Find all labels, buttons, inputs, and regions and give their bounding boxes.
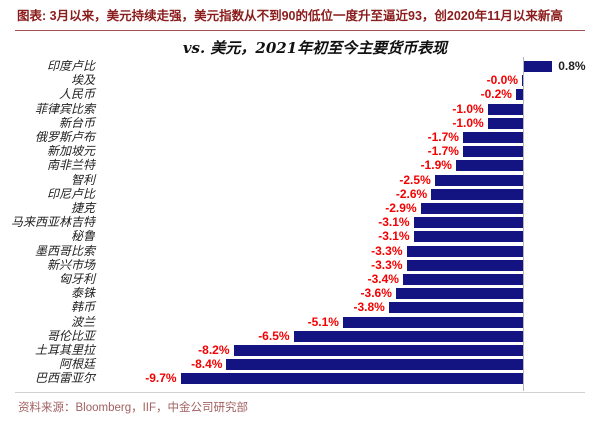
figure-caption: 图表: 3月以来，美元持续走强，美元指数从不到90的低位一度升至逼近93，创20… <box>17 9 563 23</box>
bar-category-label: 匈牙利 <box>58 272 95 286</box>
bar <box>413 231 523 243</box>
value-label: -3.1% <box>378 215 410 230</box>
chart-title: vs. 美元，2021年初至今主要货币表现 <box>182 39 448 57</box>
bar <box>395 288 523 300</box>
bar <box>462 132 523 143</box>
bar <box>515 89 523 101</box>
value-label: -1.7% <box>427 144 459 159</box>
value-label: -8.4% <box>191 357 223 372</box>
bar <box>406 259 523 271</box>
value-label: -1.0% <box>452 101 484 116</box>
value-label: -2.6% <box>395 186 428 201</box>
value-label: -3.3% <box>371 257 403 272</box>
value-label: -3.6% <box>360 286 392 301</box>
value-label: -1.7% <box>427 130 459 144</box>
value-label: -1.0% <box>452 115 484 130</box>
bar <box>406 245 523 257</box>
bar-category-label: 人民币 <box>58 87 95 102</box>
bar <box>180 373 523 385</box>
bar-category-label: 埃及 <box>70 73 95 88</box>
bar-category-label: 波兰 <box>70 314 95 329</box>
bar-category-label: 秘鲁 <box>70 229 95 244</box>
bar <box>233 345 523 356</box>
value-label: -3.1% <box>378 229 410 244</box>
bar <box>420 203 523 214</box>
bar-category-label: 新加坡元 <box>46 144 95 159</box>
value-label: -3.3% <box>371 243 403 258</box>
bar <box>402 274 523 285</box>
bar <box>434 174 523 186</box>
bar-category-label: 菲律宾比索 <box>34 101 95 116</box>
bar <box>293 330 523 342</box>
bar <box>455 160 523 172</box>
bar <box>388 302 523 314</box>
bar-category-label: 捷克 <box>70 201 95 215</box>
value-label: -9.7% <box>145 371 177 386</box>
bar <box>487 103 523 115</box>
value-label: -2.5% <box>399 172 431 187</box>
source-note: 资料来源：Bloomberg，IIF，中金公司研究部 <box>18 402 249 414</box>
bar-category-label: 土耳其里拉 <box>34 343 95 357</box>
bar-category-label: 智利 <box>70 172 95 187</box>
value-label: -6.5% <box>258 328 290 343</box>
zero-axis-line <box>523 57 524 391</box>
bar-category-label: 新兴市场 <box>46 257 95 272</box>
value-label: -1.9% <box>420 158 452 173</box>
bar <box>462 146 523 158</box>
bar-category-label: 南非兰特 <box>46 158 95 173</box>
bar <box>413 217 523 229</box>
bar-category-label: 阿根廷 <box>58 357 95 372</box>
bar-category-label: 俄罗斯卢布 <box>34 130 95 144</box>
bar-category-label: 韩币 <box>70 300 95 315</box>
value-label: 0.8% <box>558 59 586 73</box>
value-label: -8.2% <box>198 343 230 357</box>
bar <box>226 359 523 371</box>
bar-category-label: 墨西哥比索 <box>34 243 95 258</box>
value-label: -2.9% <box>385 201 417 215</box>
bar <box>522 75 523 87</box>
bar-category-label: 哥伦比亚 <box>46 328 95 343</box>
caption-underline <box>15 30 585 31</box>
bar-category-label: 印度卢比 <box>46 59 95 73</box>
bar <box>342 316 523 328</box>
bar-category-label: 新台币 <box>58 115 95 130</box>
value-label: -3.4% <box>367 272 399 286</box>
value-label: -0.0% <box>486 73 518 88</box>
value-label: -0.2% <box>480 87 512 102</box>
chart-bottom-separator <box>15 392 585 393</box>
bar-category-label: 马来西亚林吉特 <box>10 215 95 230</box>
bar <box>487 117 523 129</box>
bar <box>524 61 553 72</box>
value-label: -5.1% <box>307 314 339 329</box>
bar-category-label: 印尼卢比 <box>46 186 95 201</box>
value-label: -3.8% <box>353 300 385 315</box>
bar-category-label: 泰铢 <box>70 286 95 301</box>
bar-category-label: 巴西雷亚尔 <box>34 371 95 386</box>
bar <box>431 188 523 200</box>
